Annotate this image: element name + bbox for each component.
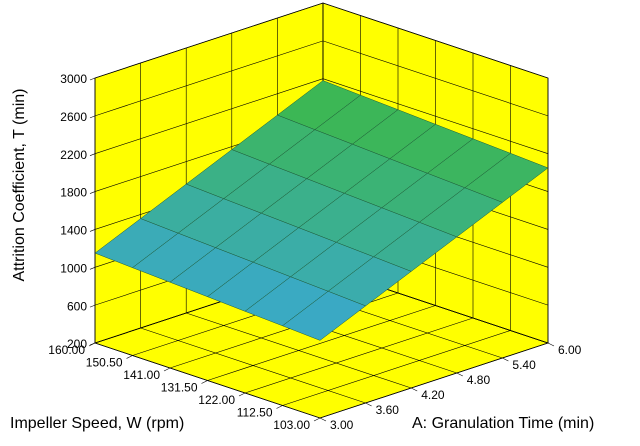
y-tick-label: 122.00: [198, 393, 235, 407]
z-tick-label: 2200: [60, 148, 87, 162]
tick-mark: [89, 229, 96, 232]
z-tick-label: 200: [67, 337, 87, 351]
tick-mark: [365, 402, 372, 407]
x-tick-label: 4.20: [421, 388, 445, 402]
tick-mark: [88, 342, 96, 347]
tick-mark: [201, 380, 208, 384]
y-tick-label: 112.50: [237, 406, 273, 420]
tick-mark: [313, 417, 321, 422]
tick-mark: [276, 405, 283, 409]
x-axis-title: A: Granulation Time (min): [412, 415, 594, 432]
grid-line: [244, 317, 474, 394]
y-tick-label: 141.00: [123, 368, 160, 382]
z-tick-label: 2600: [60, 110, 87, 124]
z-axis-title: Attrition Coefficient, T (min): [11, 89, 28, 282]
tick-mark: [411, 387, 418, 392]
tick-mark: [89, 77, 96, 81]
x-tick-label: 3.00: [330, 418, 354, 432]
y-tick-label: 103.00: [273, 418, 310, 432]
tick-mark: [319, 417, 327, 422]
tick-mark: [163, 367, 171, 372]
y-tick-label: 150.50: [86, 356, 123, 370]
tick-mark: [502, 357, 509, 362]
tick-mark: [547, 342, 555, 347]
grid-line: [319, 342, 549, 419]
tick-mark: [89, 191, 96, 194]
y-axis-title: Impeller Speed, W (rpm): [10, 415, 184, 432]
grid-line: [94, 40, 324, 117]
surface-cell: [281, 291, 367, 341]
z-tick-label: 1800: [60, 186, 87, 200]
x-tick-label: 5.40: [512, 358, 536, 372]
z-tick-label: 1000: [60, 261, 87, 275]
x-tick-label: 6.00: [558, 343, 582, 357]
y-tick-label: 131.50: [161, 381, 198, 395]
tick-mark: [126, 355, 133, 359]
z-tick-label: 3000: [60, 72, 87, 86]
tick-mark: [238, 392, 246, 397]
y-tick-label: 160.00: [48, 343, 85, 357]
z-tick-label: 1400: [60, 224, 87, 238]
surface: [94, 80, 549, 341]
tick-mark: [456, 372, 463, 377]
grid-line: [207, 305, 436, 381]
labels: Attrition Coefficient, T (min) Impeller …: [10, 72, 594, 432]
tick-mark: [89, 153, 96, 156]
grid-line: [282, 330, 511, 406]
x-tick-label: 3.60: [376, 403, 400, 417]
grid-line: [94, 2, 324, 79]
grid-line: [94, 78, 324, 154]
tick-mark: [89, 115, 96, 119]
z-tick-label: 600: [67, 299, 87, 313]
x-tick-label: 4.80: [467, 373, 491, 387]
tick-mark: [89, 267, 96, 270]
tick-mark: [89, 304, 96, 308]
